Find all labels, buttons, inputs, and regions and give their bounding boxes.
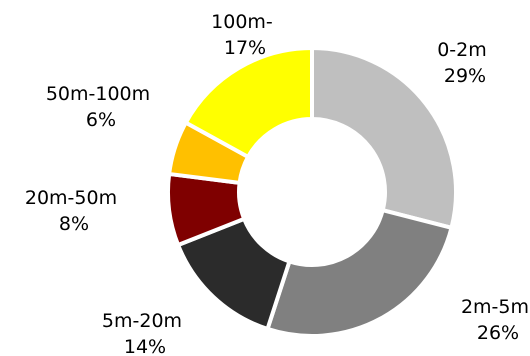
slice-label-5m-20m-value: 14% — [124, 336, 166, 356]
slice-0-2m — [310, 45, 458, 231]
slice-label-5m-20m: 5m-20m 14% — [102, 310, 188, 356]
slice-label-2m-5m-name: 2m-5m — [461, 296, 529, 318]
slice-2m-5m — [264, 207, 454, 338]
slice-label-100m-name: 100m- — [211, 11, 273, 33]
slice-100m — [183, 45, 314, 160]
slice-label-2m-5m: 2m-5m 26% — [461, 296, 530, 344]
slice-label-0-2m-name: 0-2m — [437, 39, 487, 61]
slice-label-50m-100m-name: 50m-100m — [46, 83, 150, 105]
slice-label-50m-100m: 50m-100m 6% — [46, 83, 156, 131]
slice-label-5m-20m-name: 5m-20m — [102, 310, 182, 332]
slice-label-0-2m-value: 29% — [444, 65, 486, 87]
slice-label-0-2m: 0-2m 29% — [437, 39, 493, 87]
slice-label-100m: 100m- 17% — [211, 11, 279, 59]
slice-label-50m-100m-value: 6% — [86, 109, 116, 131]
slice-label-20m-50m: 20m-50m 8% — [25, 187, 123, 235]
donut-slices — [166, 45, 458, 338]
slice-label-20m-50m-value: 8% — [59, 213, 89, 235]
slice-label-100m-value: 17% — [224, 37, 266, 59]
slice-label-20m-50m-name: 20m-50m — [25, 187, 117, 209]
slice-label-2m-5m-value: 26% — [477, 322, 519, 344]
